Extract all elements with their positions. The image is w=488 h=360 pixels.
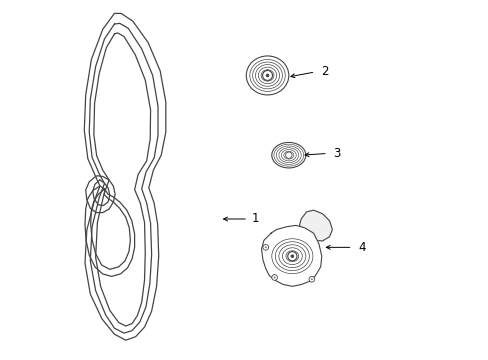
Circle shape: [271, 275, 277, 280]
Text: 4: 4: [357, 241, 365, 254]
Circle shape: [287, 252, 296, 261]
Circle shape: [264, 246, 266, 248]
Circle shape: [310, 278, 312, 280]
Circle shape: [290, 255, 293, 258]
Ellipse shape: [246, 56, 288, 95]
Text: 2: 2: [320, 66, 327, 78]
Circle shape: [285, 152, 291, 158]
Circle shape: [273, 276, 275, 279]
Text: 3: 3: [332, 147, 340, 160]
Circle shape: [265, 74, 269, 77]
Ellipse shape: [271, 143, 305, 168]
Circle shape: [262, 71, 272, 80]
Polygon shape: [299, 210, 332, 241]
Polygon shape: [261, 225, 321, 286]
Circle shape: [263, 244, 268, 250]
Text: 1: 1: [251, 212, 259, 225]
Circle shape: [308, 276, 314, 282]
